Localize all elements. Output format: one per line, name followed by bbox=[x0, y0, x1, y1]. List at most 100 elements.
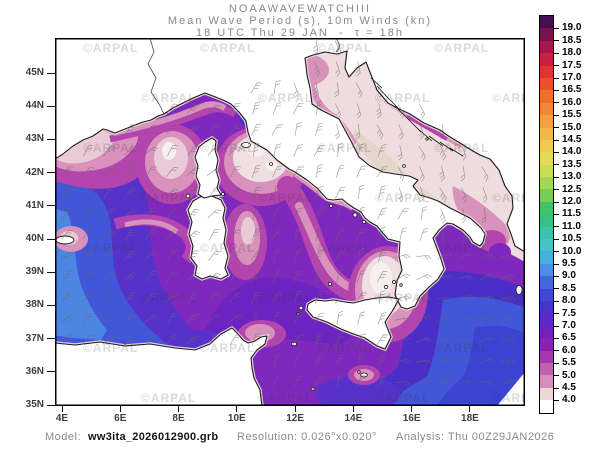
wind-barb bbox=[103, 145, 116, 157]
wind-barb bbox=[416, 274, 432, 280]
footer-model-label: Model: bbox=[45, 431, 82, 443]
wind-barb bbox=[165, 334, 179, 345]
watermark-layer: ©ARPAL ©ARPAL ©ARPAL ©ARPAL ©ARPAL ©ARPAL ©ARP… bbox=[83, 41, 525, 405]
wind-barb bbox=[376, 103, 382, 119]
colorbar-segment bbox=[540, 313, 553, 326]
arpal-watermark: ©ARPAL bbox=[83, 41, 138, 55]
lat-label: 45N bbox=[25, 67, 44, 78]
colorbar-label: 10.0 bbox=[562, 245, 582, 257]
arpal-watermark: ©ARPAL bbox=[258, 91, 313, 105]
wind-barb bbox=[144, 146, 159, 156]
arpal-watermark: ©ARPAL bbox=[141, 291, 196, 305]
wind-barb bbox=[355, 61, 361, 77]
colorbar-tick bbox=[554, 362, 559, 364]
wind-barb bbox=[313, 208, 325, 220]
wind-barb bbox=[335, 228, 345, 241]
colorbar-segment bbox=[540, 102, 553, 116]
wind-barb bbox=[357, 248, 365, 262]
colorbar-segment bbox=[540, 201, 553, 215]
wind-barb bbox=[316, 268, 323, 284]
wind-barb bbox=[460, 187, 468, 203]
wind-barb bbox=[416, 315, 432, 323]
lon-label: 16E bbox=[402, 413, 421, 424]
colorbar-label: 15.5 bbox=[562, 109, 582, 121]
colorbar-tick bbox=[554, 313, 559, 315]
wind-barb bbox=[186, 335, 201, 345]
colorbar-tick bbox=[554, 164, 559, 166]
wind-barb bbox=[165, 188, 180, 198]
colorbar-label: 11.5 bbox=[562, 208, 581, 220]
colorbar-label: 8.0 bbox=[562, 295, 576, 307]
lon-label: 10E bbox=[227, 413, 246, 424]
lon-label: 8E bbox=[172, 413, 185, 424]
wind-barb bbox=[337, 142, 344, 158]
wind-barb bbox=[397, 208, 409, 220]
colorbar-label: 17.0 bbox=[562, 72, 582, 83]
lon-tick bbox=[352, 406, 354, 412]
lon-label: 14E bbox=[344, 413, 363, 424]
wind-barb bbox=[458, 275, 474, 281]
wind-barb bbox=[292, 103, 304, 115]
wind-barb bbox=[416, 378, 432, 386]
wind-barb bbox=[419, 166, 425, 182]
wind-barb bbox=[228, 188, 242, 198]
wind-barb bbox=[356, 270, 366, 283]
wind-barb bbox=[144, 188, 158, 198]
footer-model-value: ww3ita_2026012900.grb bbox=[88, 431, 219, 443]
wind-barb bbox=[460, 166, 466, 182]
wind-barb bbox=[378, 185, 386, 199]
wind-barb bbox=[357, 311, 366, 325]
wind-barb bbox=[208, 250, 221, 261]
colorbar-label: 18.5 bbox=[562, 34, 582, 46]
arpal-watermark: ©ARPAL bbox=[375, 291, 430, 305]
wind-barb bbox=[500, 378, 516, 386]
colorbar-label: 4.0 bbox=[562, 394, 576, 406]
wind-barb bbox=[398, 124, 404, 140]
wind-barb bbox=[103, 250, 116, 262]
wind-barb bbox=[82, 145, 94, 157]
lon-tick bbox=[61, 406, 63, 412]
wind-barb bbox=[418, 103, 426, 119]
wind-barb bbox=[356, 333, 367, 346]
wind-barb bbox=[334, 250, 346, 262]
colorbar-segment bbox=[540, 28, 553, 41]
arpal-watermark: ©ARPAL bbox=[375, 91, 430, 105]
wind-barb bbox=[251, 123, 262, 136]
wind-barb bbox=[500, 296, 516, 302]
wind-barb bbox=[334, 187, 346, 199]
arpal-watermark: ©ARPAL bbox=[434, 141, 489, 155]
colorbar-segment bbox=[540, 40, 553, 54]
colorbar-tick bbox=[554, 337, 559, 339]
wind-barb bbox=[479, 317, 495, 323]
wind-barb bbox=[61, 229, 74, 241]
wind-barb bbox=[355, 124, 361, 140]
wind-barb bbox=[272, 102, 282, 115]
wind-barb bbox=[397, 145, 403, 161]
colorbar-label: 6.5 bbox=[562, 332, 576, 344]
colorbar-tick bbox=[554, 40, 559, 42]
wind-barb bbox=[479, 273, 495, 281]
wind-barb bbox=[500, 273, 516, 281]
wind-barb bbox=[60, 314, 75, 324]
wind-barb bbox=[102, 167, 117, 177]
wind-barb bbox=[355, 229, 367, 241]
wind-barb bbox=[123, 209, 138, 219]
wind-barb bbox=[461, 208, 466, 224]
wind-barb bbox=[187, 145, 200, 157]
wind-barb bbox=[186, 104, 200, 114]
wind-barb bbox=[293, 207, 304, 220]
wind-barb bbox=[272, 165, 283, 178]
wind-barb bbox=[395, 380, 411, 386]
colorbar-segment bbox=[540, 263, 553, 277]
wind-barb bbox=[335, 291, 346, 304]
colorbar-label: 9.0 bbox=[562, 270, 576, 282]
colorbar-segment bbox=[540, 375, 553, 388]
colorbar-label: 13.5 bbox=[562, 158, 582, 170]
wind-barb bbox=[228, 251, 243, 261]
map-area: ©ARPAL ©ARPAL ©ARPAL ©ARPAL ©ARPAL ©ARPAL ©ARP… bbox=[55, 38, 525, 406]
wind-barb bbox=[166, 145, 178, 157]
croatian-islands bbox=[370, 77, 464, 157]
wind-barb bbox=[209, 333, 220, 346]
wind-barb bbox=[271, 292, 284, 304]
wind-barb bbox=[61, 271, 73, 283]
